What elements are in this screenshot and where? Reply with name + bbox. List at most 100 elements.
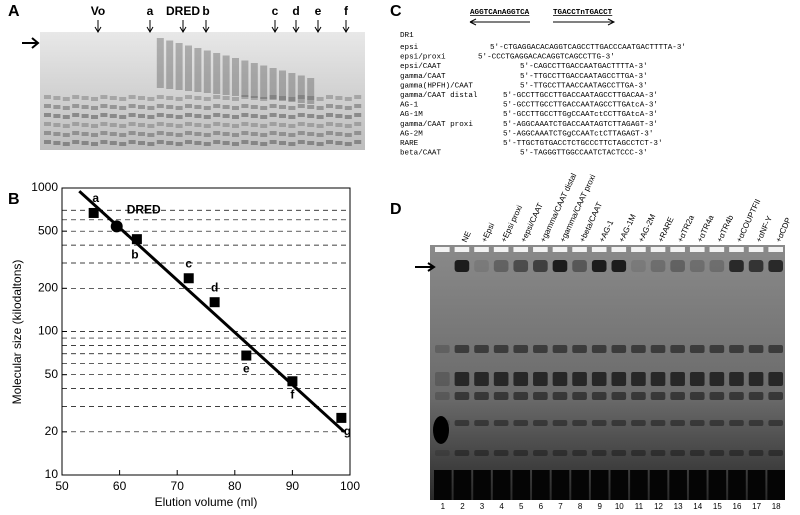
well [513, 247, 529, 252]
band [454, 420, 470, 426]
band [631, 372, 646, 386]
lane-number: 11 [635, 502, 644, 511]
well [670, 247, 685, 252]
gel [430, 245, 785, 500]
gel-band [44, 95, 51, 99]
gel-band [335, 123, 343, 127]
gel [40, 32, 365, 150]
band [709, 372, 725, 386]
gel-band [232, 133, 239, 137]
gel-band [62, 115, 70, 119]
point [131, 234, 142, 245]
lane-number: 5 [519, 502, 524, 511]
gel-band [109, 114, 117, 118]
band [670, 420, 685, 426]
marker-label: DRED [166, 4, 200, 18]
y-axis-label: Molecular size (kilodaltons) [10, 260, 24, 405]
gel-band [166, 123, 174, 127]
gel-band [269, 113, 277, 117]
gel-band [72, 122, 80, 126]
band [533, 345, 548, 353]
gel-band [138, 132, 145, 136]
gel-band [222, 141, 230, 145]
gel-band [297, 95, 305, 99]
gel-band [147, 142, 155, 146]
gel-band [100, 104, 108, 108]
gel-band [185, 131, 192, 135]
gel-band [119, 106, 127, 110]
gel-band [128, 122, 136, 126]
gel-band [335, 141, 343, 145]
gel-band [241, 140, 249, 144]
gel-band [166, 141, 174, 145]
sequence: 5'-GCCTTGCCTTGACCAATAGCCTTGACAA-3' [503, 92, 658, 100]
point [88, 207, 99, 218]
gel-band [72, 131, 80, 135]
gel-band [62, 133, 70, 137]
band [768, 345, 783, 353]
gel-band [279, 123, 286, 127]
band [591, 345, 607, 353]
lane-number: 17 [752, 502, 761, 511]
gel-band [232, 115, 239, 119]
x-tick-label: 70 [171, 479, 185, 493]
well [768, 247, 783, 252]
gel-band [203, 97, 211, 101]
gel-band [156, 131, 164, 135]
gel-band [307, 123, 315, 127]
point-label: f [290, 387, 295, 401]
gel-band [344, 142, 352, 146]
motif-arrows [469, 18, 616, 26]
point-label: a [92, 191, 99, 205]
construct-name: epsi [400, 44, 419, 52]
construct-name: gamma/CAAT [400, 73, 446, 81]
gel-band [222, 123, 230, 127]
gel-smear [260, 65, 268, 99]
band [572, 392, 587, 400]
point-label: e [243, 362, 250, 376]
gel-band [297, 113, 305, 117]
y-tick-label: 500 [38, 223, 58, 237]
gel-band [53, 141, 61, 145]
gel-band [81, 132, 89, 136]
shift-band [513, 260, 529, 272]
well [611, 247, 627, 252]
free-probe [453, 470, 472, 500]
gel-band [260, 115, 268, 119]
gel-band [100, 140, 108, 144]
lane1-blob [433, 416, 449, 444]
gel-band [354, 140, 362, 144]
band [689, 372, 705, 386]
lane-number: 10 [615, 502, 624, 511]
gel-smear [232, 58, 239, 96]
gel-band [156, 95, 164, 99]
gel-band [109, 132, 117, 136]
gel-band [128, 140, 136, 144]
band [768, 450, 783, 456]
shift-band [709, 260, 725, 272]
band [631, 450, 646, 456]
gel-band [222, 132, 230, 136]
gel-band [175, 97, 183, 101]
x-axis-label: Elution volume (ml) [155, 495, 258, 509]
gel-band [91, 142, 98, 146]
lane-label: +AG-1M [617, 212, 638, 243]
gel-smear [156, 38, 164, 88]
construct-name: AG-1 [400, 102, 419, 110]
shift-band [533, 260, 548, 272]
x-tick-label: 60 [113, 479, 127, 493]
x-tick-label: 80 [228, 479, 242, 493]
free-probe [630, 470, 648, 500]
marker-arrow [342, 20, 350, 33]
lane-label: +αCDP [774, 216, 793, 244]
gel-band [354, 113, 362, 117]
shift-band [689, 260, 705, 272]
band [533, 392, 548, 400]
gel-band [72, 140, 80, 144]
sequence: 5'-AGGCAAATCTGgCCAATctCTTAGAGT-3' [503, 130, 653, 138]
band [670, 372, 685, 386]
gel-band [53, 123, 61, 127]
gel-band [213, 113, 221, 117]
marker-arrow [94, 20, 102, 33]
gel-band [316, 106, 324, 110]
